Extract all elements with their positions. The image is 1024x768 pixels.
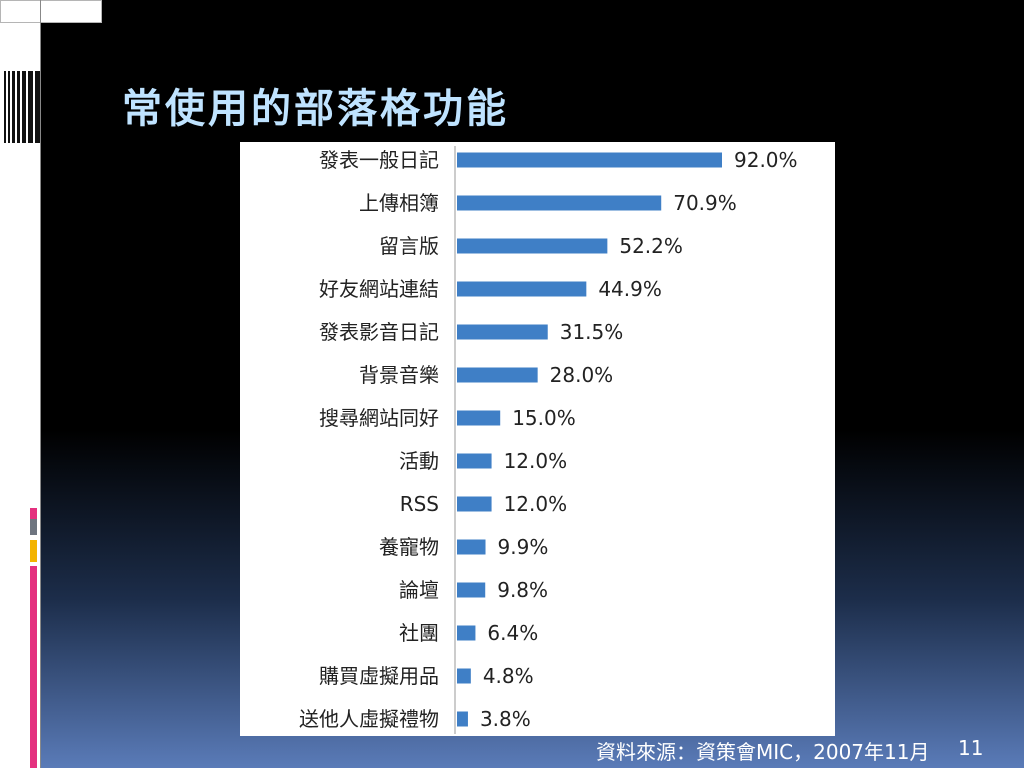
category-label: 活動 bbox=[399, 449, 439, 473]
category-label: 上傳相簿 bbox=[359, 191, 439, 215]
bar bbox=[457, 582, 486, 598]
category-label: 論壇 bbox=[399, 578, 439, 602]
slide-title: 常使用的部落格功能 bbox=[122, 85, 509, 132]
bar bbox=[457, 324, 548, 340]
decorative-bars bbox=[4, 71, 40, 143]
value-label: 92.0% bbox=[734, 148, 798, 172]
bar bbox=[457, 238, 608, 254]
category-label: 購買虛擬用品 bbox=[319, 664, 439, 688]
bar bbox=[457, 625, 476, 641]
category-label: 發表影音日記 bbox=[319, 320, 439, 344]
value-label: 4.8% bbox=[483, 664, 534, 688]
category-label: 背景音樂 bbox=[359, 363, 439, 387]
left-margin-strip bbox=[0, 23, 40, 768]
bar bbox=[457, 281, 587, 297]
bar bbox=[457, 152, 722, 168]
category-label: 養寵物 bbox=[379, 535, 439, 559]
source-caption: 資料來源：資策會MIC，2007年11月 bbox=[596, 740, 930, 764]
value-label: 44.9% bbox=[598, 277, 662, 301]
category-label: 好友網站連結 bbox=[319, 277, 439, 301]
accent-gray bbox=[30, 519, 37, 535]
bar bbox=[457, 668, 471, 684]
bar bbox=[457, 453, 492, 469]
category-label: RSS bbox=[400, 492, 439, 516]
left-strip-border bbox=[40, 0, 41, 768]
category-label: 送他人虛擬禮物 bbox=[299, 707, 439, 731]
value-label: 3.8% bbox=[480, 707, 531, 731]
category-label: 搜尋網站同好 bbox=[319, 406, 439, 430]
value-label: 9.8% bbox=[497, 578, 548, 602]
accent-pink-top bbox=[30, 508, 37, 520]
category-label: 發表一般日記 bbox=[319, 148, 439, 172]
bar bbox=[457, 496, 492, 512]
value-label: 52.2% bbox=[619, 234, 683, 258]
value-label: 28.0% bbox=[550, 363, 614, 387]
accent-pink-long bbox=[30, 566, 37, 768]
chart-panel: 發表一般日記 92.0% 上傳相簿 70.9% 留言版 52.2% 好友網站連結 44.9% 發… bbox=[240, 142, 835, 736]
bar bbox=[457, 367, 538, 383]
value-label: 6.4% bbox=[487, 621, 538, 645]
top-left-box bbox=[0, 0, 102, 23]
value-label: 12.0% bbox=[504, 449, 568, 473]
bar bbox=[457, 539, 486, 555]
bar bbox=[457, 410, 501, 426]
bar bbox=[457, 711, 468, 727]
category-label: 社團 bbox=[399, 621, 439, 645]
value-label: 12.0% bbox=[504, 492, 568, 516]
bar bbox=[457, 195, 662, 211]
value-label: 15.0% bbox=[512, 406, 576, 430]
page-number: 11 bbox=[958, 736, 984, 760]
accent-yellow bbox=[30, 540, 37, 562]
category-label: 留言版 bbox=[379, 234, 439, 258]
value-label: 31.5% bbox=[560, 320, 624, 344]
bar-chart: 發表一般日記 92.0% 上傳相簿 70.9% 留言版 52.2% 好友網站連結 44.9% 發… bbox=[299, 146, 798, 734]
value-label: 70.9% bbox=[673, 191, 737, 215]
value-label: 9.9% bbox=[498, 535, 549, 559]
